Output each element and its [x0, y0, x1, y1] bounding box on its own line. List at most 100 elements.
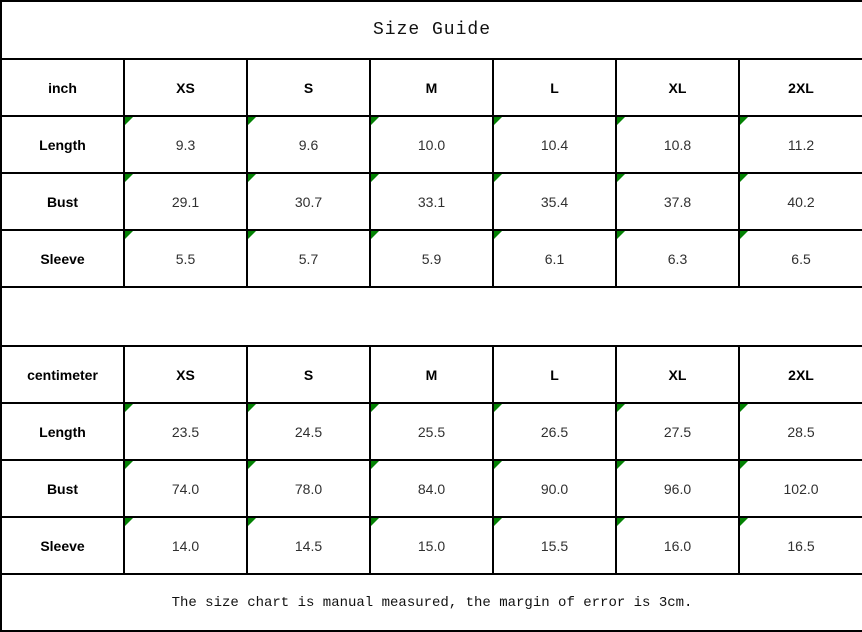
cell-value: 5.7: [298, 250, 319, 267]
size-header-l: L: [492, 345, 617, 404]
green-triangle-icon: [618, 175, 625, 182]
cell-value: 35.4: [540, 193, 569, 210]
cell-value: 29.1: [171, 193, 200, 210]
green-triangle-icon: [372, 175, 379, 182]
green-triangle-icon: [618, 118, 625, 125]
size-value-cell: 24.5: [246, 402, 371, 461]
cell-value: 30.7: [294, 193, 323, 210]
size-value-cell: 6.5: [737, 229, 862, 288]
size-value-cell: 37.8: [615, 172, 740, 231]
green-triangle-icon: [495, 118, 502, 125]
green-triangle-icon: [741, 405, 748, 412]
green-triangle-icon: [249, 175, 256, 182]
inch-length-row: Length 9.3 9.6 10.0 10.4 10.8 11.2: [0, 115, 862, 174]
size-value-cell: 90.0: [492, 459, 617, 518]
inch-section: inch XS S M L XL 2XL Length 9.3 9.6 10.0…: [0, 58, 862, 288]
size-value-cell: 23.5: [123, 402, 248, 461]
cell-value: 84.0: [417, 480, 446, 497]
size-header-s: S: [246, 58, 371, 117]
size-value-cell: 74.0: [123, 459, 248, 518]
green-triangle-icon: [495, 175, 502, 182]
green-triangle-icon: [126, 232, 133, 239]
cm-length-row: Length 23.5 24.5 25.5 26.5 27.5 28.5: [0, 402, 862, 461]
green-triangle-icon: [249, 519, 256, 526]
size-header-xl: XL: [615, 345, 740, 404]
cell-value: 33.1: [417, 193, 446, 210]
size-value-cell: 11.2: [737, 115, 862, 174]
cell-value: 14.0: [171, 537, 200, 554]
inch-sleeve-row: Sleeve 5.5 5.7 5.9 6.1 6.3 6.5: [0, 229, 862, 288]
row-label: Bust: [0, 459, 125, 518]
size-value-cell: 5.5: [123, 229, 248, 288]
green-triangle-icon: [618, 462, 625, 469]
green-triangle-icon: [372, 462, 379, 469]
green-triangle-icon: [618, 232, 625, 239]
row-label: Length: [0, 402, 125, 461]
size-header-2xl: 2XL: [737, 58, 862, 117]
unit-header-centimeter: centimeter: [0, 345, 125, 404]
inch-header-row: inch XS S M L XL 2XL: [0, 58, 862, 117]
cell-value: 40.2: [787, 193, 815, 210]
cell-value: 11.2: [787, 136, 815, 153]
size-value-cell: 5.7: [246, 229, 371, 288]
size-header-s: S: [246, 345, 371, 404]
size-header-m: M: [369, 345, 494, 404]
green-triangle-icon: [618, 519, 625, 526]
centimeter-section: centimeter XS S M L XL 2XL Length 23.5 2…: [0, 345, 862, 575]
cell-value: 5.5: [175, 250, 196, 267]
row-label: Bust: [0, 172, 125, 231]
green-triangle-icon: [249, 118, 256, 125]
green-triangle-icon: [126, 405, 133, 412]
cell-value: 9.3: [175, 136, 196, 153]
size-value-cell: 27.5: [615, 402, 740, 461]
page-title: Size Guide: [0, 0, 862, 60]
size-value-cell: 10.4: [492, 115, 617, 174]
cell-value: 5.9: [421, 250, 442, 267]
green-triangle-icon: [495, 405, 502, 412]
cell-value: 90.0: [540, 480, 569, 497]
green-triangle-icon: [741, 519, 748, 526]
cell-value: 74.0: [171, 480, 200, 497]
row-label: Length: [0, 115, 125, 174]
cell-value: 6.1: [544, 250, 565, 267]
size-value-cell: 14.0: [123, 516, 248, 575]
cell-value: 14.5: [294, 537, 323, 554]
green-triangle-icon: [126, 519, 133, 526]
green-triangle-icon: [618, 405, 625, 412]
size-header-2xl: 2XL: [737, 345, 862, 404]
green-triangle-icon: [372, 519, 379, 526]
spacer-section: [0, 286, 862, 347]
size-value-cell: 35.4: [492, 172, 617, 231]
green-triangle-icon: [126, 118, 133, 125]
title-section: Size Guide: [0, 0, 862, 60]
row-label: Sleeve: [0, 229, 125, 288]
cell-value: 96.0: [663, 480, 692, 497]
cell-value: 6.3: [667, 250, 688, 267]
cell-value: 10.4: [540, 136, 569, 153]
green-triangle-icon: [741, 232, 748, 239]
green-triangle-icon: [126, 175, 133, 182]
cell-value: 23.5: [171, 423, 200, 440]
size-value-cell: 6.3: [615, 229, 740, 288]
cell-value: 9.6: [298, 136, 319, 153]
size-header-xs: XS: [123, 58, 248, 117]
green-triangle-icon: [495, 462, 502, 469]
size-value-cell: 9.3: [123, 115, 248, 174]
size-value-cell: 15.5: [492, 516, 617, 575]
size-value-cell: 84.0: [369, 459, 494, 518]
size-value-cell: 10.0: [369, 115, 494, 174]
green-triangle-icon: [372, 232, 379, 239]
cell-value: 102.0: [783, 480, 819, 497]
cell-value: 28.5: [787, 423, 815, 440]
cell-value: 15.0: [417, 537, 446, 554]
cm-header-row: centimeter XS S M L XL 2XL: [0, 345, 862, 404]
green-triangle-icon: [372, 405, 379, 412]
size-value-cell: 30.7: [246, 172, 371, 231]
green-triangle-icon: [741, 175, 748, 182]
size-value-cell: 28.5: [737, 402, 862, 461]
green-triangle-icon: [741, 118, 748, 125]
size-value-cell: 16.5: [737, 516, 862, 575]
row-label: Sleeve: [0, 516, 125, 575]
